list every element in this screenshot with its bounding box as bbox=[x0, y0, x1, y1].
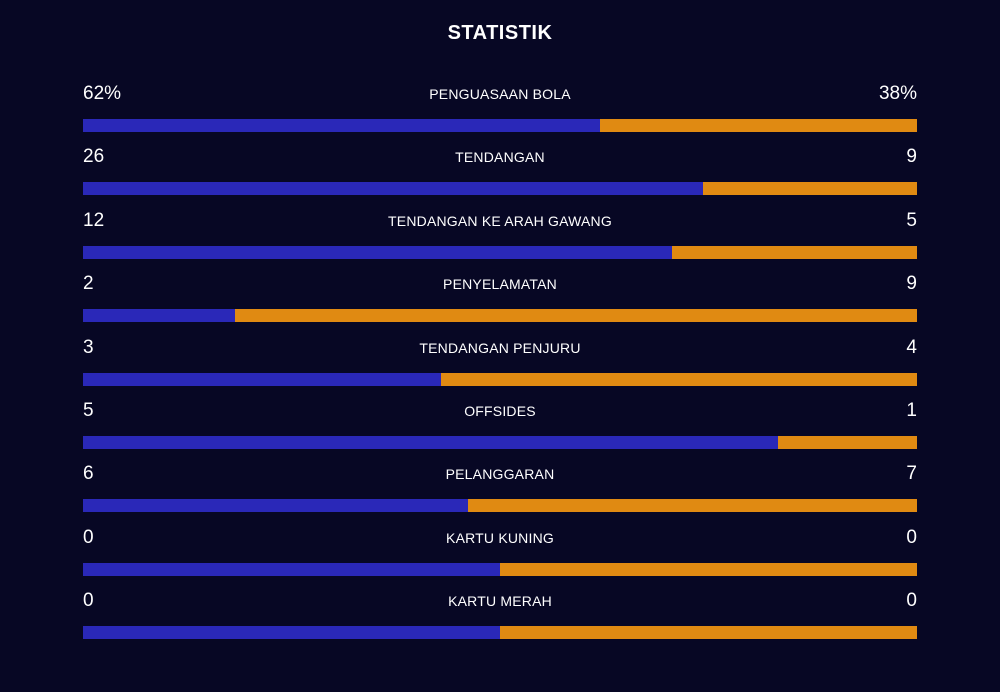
stat-label: KARTU KUNING bbox=[446, 529, 554, 546]
stat-label: TENDANGAN PENJURU bbox=[419, 339, 581, 356]
stat-row-yellow-cards: 0 KARTU KUNING 0 bbox=[83, 524, 917, 587]
home-value: 3 bbox=[83, 336, 94, 358]
home-value: 0 bbox=[83, 590, 94, 612]
home-value: 26 bbox=[83, 146, 105, 168]
away-bar-fill bbox=[440, 372, 917, 386]
stat-label: TENDANGAN KE ARAH GAWANG bbox=[388, 212, 612, 229]
away-bar-fill bbox=[600, 119, 917, 132]
home-bar-fill bbox=[83, 245, 672, 259]
page-title: STATISTIK bbox=[447, 22, 553, 44]
stat-label: OFFSIDES bbox=[464, 402, 536, 419]
away-bar-fill bbox=[702, 182, 917, 196]
comparison-bar bbox=[83, 119, 917, 132]
away-bar-fill bbox=[671, 245, 917, 259]
comparison-bar bbox=[83, 245, 917, 259]
home-bar-fill bbox=[83, 309, 235, 323]
stat-row-red-cards: 0 KARTU MERAH 0 bbox=[83, 587, 917, 650]
home-bar-fill bbox=[83, 499, 469, 513]
comparison-bar bbox=[83, 562, 917, 576]
stat-row-corners: 3 TENDANGAN PENJURU 4 bbox=[83, 334, 917, 397]
away-value: 1 bbox=[906, 399, 917, 421]
home-value: 12 bbox=[83, 209, 105, 231]
home-value: 6 bbox=[83, 463, 94, 485]
home-value: 0 bbox=[83, 526, 94, 548]
away-bar-fill bbox=[468, 499, 917, 513]
home-bar-fill bbox=[83, 182, 703, 196]
away-value: 9 bbox=[906, 146, 917, 168]
stat-row-saves: 2 PENYELAMATAN 9 bbox=[83, 270, 917, 333]
comparison-bar bbox=[83, 309, 917, 323]
comparison-bar bbox=[83, 435, 917, 449]
stat-label: KARTU MERAH bbox=[448, 593, 552, 610]
stat-row-fouls: 6 PELANGGARAN 7 bbox=[83, 460, 917, 523]
stat-row-possession: 62% PENGUASAAN BOLA 38% bbox=[83, 80, 917, 143]
away-bar-fill bbox=[500, 626, 917, 640]
away-value: 0 bbox=[906, 526, 917, 548]
away-value: 4 bbox=[906, 336, 917, 358]
stat-label: TENDANGAN bbox=[455, 149, 545, 166]
away-value: 38% bbox=[878, 83, 917, 104]
home-bar-fill bbox=[83, 372, 441, 386]
home-value: 2 bbox=[83, 273, 94, 295]
home-value: 62% bbox=[83, 83, 122, 104]
stat-label: PENGUASAAN BOLA bbox=[429, 86, 571, 102]
comparison-bar bbox=[83, 182, 917, 196]
away-value: 7 bbox=[906, 463, 917, 485]
away-bar-fill bbox=[500, 562, 917, 576]
away-value: 9 bbox=[906, 273, 917, 295]
comparison-bar bbox=[83, 499, 917, 513]
stat-row-shots: 26 TENDANGAN 9 bbox=[83, 143, 917, 206]
stat-row-offsides: 5 OFFSIDES 1 bbox=[83, 397, 917, 460]
stats-list: 62% PENGUASAAN BOLA 38% 26 TENDANGAN 9 1… bbox=[83, 80, 917, 651]
stat-label: PENYELAMATAN bbox=[443, 276, 557, 293]
home-bar-fill bbox=[83, 435, 778, 449]
away-bar-fill bbox=[234, 309, 917, 323]
stat-row-shots-on-target: 12 TENDANGAN KE ARAH GAWANG 5 bbox=[83, 207, 917, 270]
away-value: 0 bbox=[906, 590, 917, 612]
home-value: 5 bbox=[83, 399, 94, 421]
home-bar-fill bbox=[83, 626, 500, 640]
comparison-bar bbox=[83, 372, 917, 386]
away-bar-fill bbox=[777, 435, 917, 449]
comparison-bar bbox=[83, 626, 917, 640]
home-bar-fill bbox=[83, 562, 500, 576]
stat-label: PELANGGARAN bbox=[445, 466, 555, 483]
away-value: 5 bbox=[906, 209, 917, 231]
home-bar-fill bbox=[83, 119, 601, 132]
